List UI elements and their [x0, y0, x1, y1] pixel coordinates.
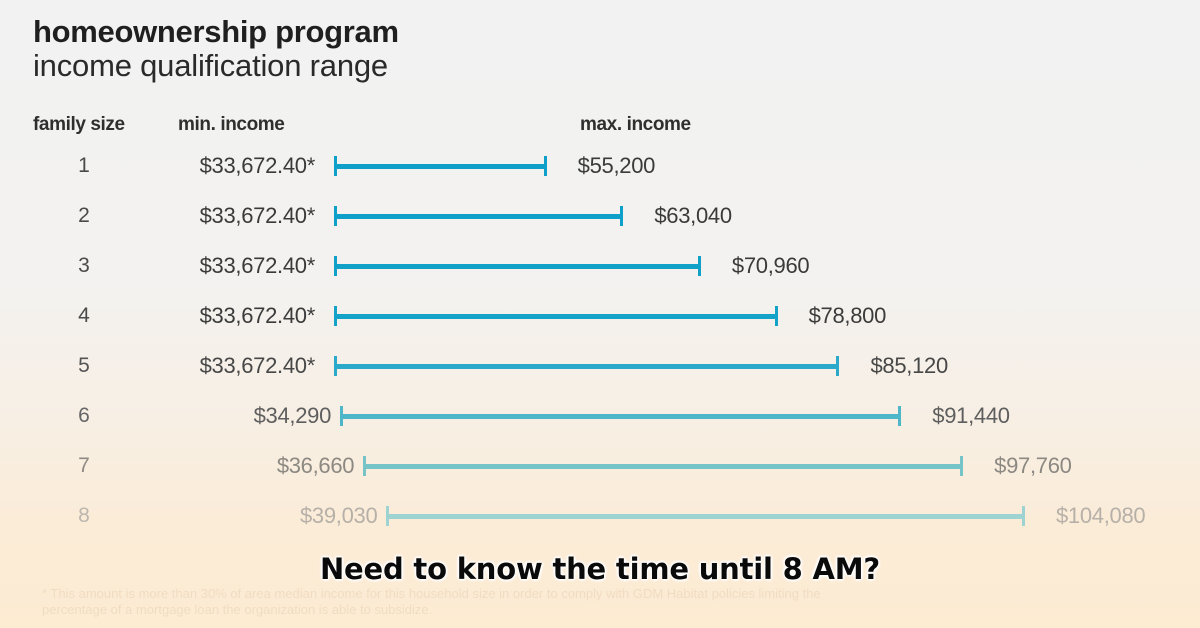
income-range-bar	[335, 264, 700, 269]
max-income-label: $78,800	[808, 303, 887, 328]
family-size-label: 5	[78, 354, 90, 377]
range-end-cap	[1022, 506, 1025, 526]
income-range-bar	[335, 314, 777, 319]
min-income-label: $33,672.40*	[199, 353, 316, 378]
family-size-label: 6	[78, 404, 90, 427]
family-size-label: 4	[78, 304, 90, 327]
min-income-label: $33,672.40*	[199, 303, 316, 328]
max-income-label: $104,080	[1056, 503, 1146, 528]
chart-subtitle: income qualification range	[33, 48, 388, 83]
range-start-cap	[340, 406, 344, 426]
min-income-label: $33,672.40*	[199, 153, 316, 178]
income-range-bar	[387, 514, 1024, 519]
range-start-cap	[363, 456, 367, 476]
range-start-cap	[386, 506, 390, 526]
min-income-label: $36,660	[276, 453, 355, 478]
chart-title: homeownership program	[33, 14, 399, 49]
header-max-income: max. income	[580, 114, 691, 135]
max-income-label: $85,120	[870, 353, 948, 378]
family-size-label: 1	[78, 154, 90, 177]
max-income-label: $91,440	[932, 403, 1010, 428]
max-income-label: $97,760	[994, 453, 1072, 478]
range-end-cap	[836, 356, 840, 376]
footnote: * This amount is more than 30% of area m…	[42, 586, 821, 617]
range-start-cap	[334, 256, 337, 276]
min-income-label: $33,672.40*	[199, 253, 316, 278]
family-size-label: 3	[78, 254, 90, 277]
range-end-cap	[697, 256, 701, 276]
range-start-cap	[334, 356, 337, 376]
max-income-label: $55,200	[577, 153, 656, 178]
min-income-label: $39,030	[300, 503, 378, 528]
range-start-cap	[334, 306, 337, 326]
income-range-bar	[335, 364, 839, 369]
max-income-label: $70,960	[731, 253, 810, 278]
max-income-label: $63,040	[654, 203, 732, 228]
income-range-bar	[364, 464, 963, 469]
income-range-bar	[335, 214, 623, 219]
family-size-label: 2	[78, 204, 90, 227]
family-size-label: 7	[78, 454, 90, 477]
range-end-cap	[960, 456, 964, 476]
header-min-income: min. income	[178, 114, 285, 135]
range-start-cap	[334, 206, 337, 226]
header-family-size: family size	[33, 114, 125, 135]
income-range-bar	[341, 414, 901, 419]
range-end-cap	[620, 206, 624, 226]
family-size-label: 8	[78, 504, 90, 527]
range-end-cap	[898, 406, 902, 426]
income-range-bar	[335, 164, 546, 169]
overlay-caption: Need to know the time until 8 AM?	[319, 552, 881, 586]
range-end-cap	[543, 156, 547, 176]
min-income-label: $34,290	[253, 403, 332, 428]
min-income-label: $33,672.40*	[199, 203, 316, 228]
range-start-cap	[334, 156, 337, 176]
range-end-cap	[774, 306, 778, 326]
